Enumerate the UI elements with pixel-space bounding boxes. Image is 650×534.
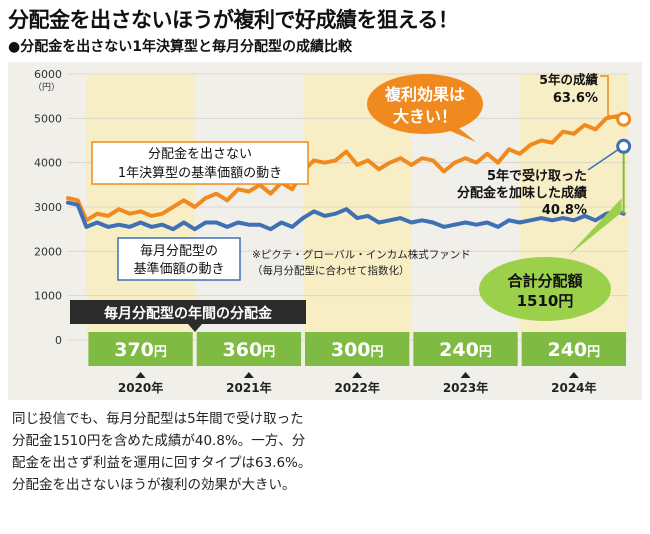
- page-title: 分配金を出さないほうが複利で好成績を狙える！: [8, 8, 459, 32]
- chart-subtitle: ●分配金を出さない1年決算型と毎月分配型の成績比較: [8, 39, 352, 55]
- distribution-cell: [196, 332, 302, 366]
- year-marker: [460, 372, 471, 378]
- distribution-cell: [521, 332, 626, 366]
- distribution-label: 毎月分配型の年間の分配金: [104, 305, 273, 322]
- y-tick-label: 4000: [34, 157, 62, 170]
- annual-type-label-line2: 1年決算型の基準価額の動き: [118, 165, 282, 181]
- distribution-value: 300円: [331, 339, 384, 361]
- annual-type-line: [66, 114, 626, 223]
- fund-note-line1: ※ピクテ・グローバル・インカム株式ファンド: [252, 248, 471, 261]
- distribution-value: 240円: [439, 339, 492, 361]
- fund-note-line2: （毎月分配型に合わせて指数化）: [252, 264, 410, 277]
- total-distribution-value: 1510円: [517, 292, 574, 310]
- annual-type-label-box: [91, 141, 309, 185]
- speech-bubble-tail: [448, 124, 476, 142]
- year-marker: [135, 372, 146, 378]
- annual-type-label-line1: 分配金を出さない: [148, 146, 252, 162]
- five-year-result-leader: [600, 75, 618, 120]
- total-distribution-pointer: [568, 198, 622, 256]
- speech-bubble-line2: 大きい！: [393, 107, 457, 126]
- distribution-value: 240円: [547, 339, 600, 361]
- annual-endpoint: [616, 111, 632, 127]
- body-text: 同じ投信でも、毎月分配型は5年間で受け取った分配金1510円を含めた成績が40.…: [12, 411, 312, 493]
- with-distribution-value: 40.8%: [542, 203, 587, 218]
- x-tick-label: 2020年: [118, 380, 163, 395]
- total-distribution-label: 合計分配額: [506, 272, 582, 290]
- x-tick-label: 2023年: [443, 380, 488, 395]
- distribution-label-box: [70, 300, 306, 324]
- y-tick-label: 0: [55, 334, 62, 347]
- y-tick-label: 6000: [34, 68, 62, 81]
- x-tick-label: 2024年: [551, 380, 596, 395]
- five-year-result-value: 63.6%: [553, 91, 598, 106]
- five-year-result-label: 5年の成績: [539, 72, 598, 87]
- year-marker: [568, 372, 579, 378]
- chart-panel: 0 1000 2000 3000 4000 5000 6000 （円） 370円 360円 300円…: [8, 62, 642, 400]
- y-tick-label: 3000: [34, 201, 62, 214]
- with-distribution-line2: 分配金を加味した成績: [457, 185, 587, 201]
- x-tick-label: 2021年: [226, 380, 271, 395]
- with-distribution-leader: [587, 148, 620, 171]
- distribution-value: 370円: [114, 339, 167, 361]
- speech-bubble-line1: 複利効果は: [384, 85, 465, 104]
- distribution-cell: [413, 332, 518, 366]
- comparison-chart: 0 1000 2000 3000 4000 5000 6000（円） 370円 360円 300円…: [33, 68, 632, 395]
- monthly-type-label-box: [117, 237, 241, 281]
- distribution-cell: [305, 332, 410, 366]
- y-tick-label: 5000: [34, 112, 62, 125]
- total-distribution-bubble: [479, 257, 611, 321]
- distribution-cell: [88, 332, 193, 366]
- year-marker: [243, 372, 254, 378]
- y-tick-label: 1000: [34, 290, 62, 303]
- y-unit-label: （円）: [33, 82, 60, 93]
- with-distribution-line1: 5年で受け取った: [487, 168, 587, 184]
- monthly-type-line: [66, 200, 626, 232]
- speech-bubble: [367, 74, 483, 134]
- monthly-type-label-line2: 基準価額の動き: [133, 261, 224, 277]
- monthly-endpoint: [616, 138, 632, 154]
- monthly-type-label-line1: 毎月分配型の: [140, 243, 218, 259]
- x-tick-label: 2022年: [335, 380, 380, 395]
- year-marker: [352, 372, 363, 378]
- distribution-label-pointer: [188, 324, 202, 332]
- y-tick-label: 2000: [34, 245, 62, 258]
- distribution-value: 360円: [223, 339, 276, 361]
